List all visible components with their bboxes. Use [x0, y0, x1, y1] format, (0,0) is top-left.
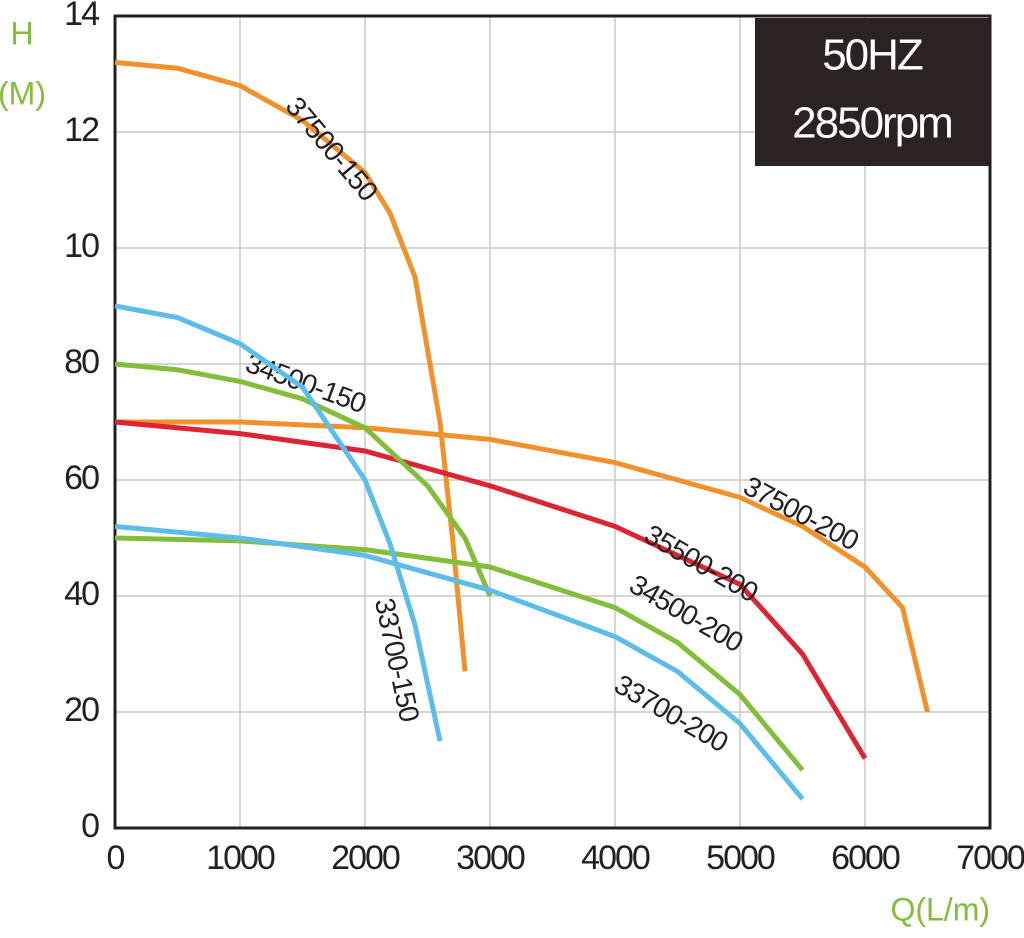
y-tick-label: 14 [64, 0, 99, 33]
y-tick-label: 60 [64, 459, 99, 497]
x-label: Q(L/m) [890, 891, 990, 927]
y-label: H [10, 15, 33, 51]
x-tick-label: 7000 [956, 839, 1024, 877]
curve [114, 361, 493, 597]
y-label: (M) [0, 75, 46, 111]
curve [114, 523, 805, 801]
x-tick-label: 3000 [456, 839, 525, 877]
x-tick-label: 5000 [706, 839, 775, 877]
x-tick-label: 6000 [831, 839, 900, 877]
curve [114, 419, 868, 760]
curve [114, 303, 443, 742]
x-tick-label: 2000 [331, 839, 400, 877]
curve [115, 419, 930, 713]
x-tick-label: 0 [107, 839, 125, 877]
y-tick-label: 12 [64, 111, 99, 149]
curve [114, 59, 468, 672]
y-tick-label: 40 [64, 575, 99, 613]
y-tick-label: 10 [64, 227, 99, 265]
info-text: 50HZ [822, 31, 923, 80]
curve-label: 33700-200 [609, 669, 733, 759]
info-box [755, 18, 989, 166]
y-tick-label: 0 [81, 807, 99, 845]
y-tick-label: 80 [64, 343, 99, 381]
x-tick-label: 1000 [206, 839, 275, 877]
y-tick-label: 20 [64, 691, 99, 729]
curve-label: 37500-200 [739, 470, 864, 556]
x-tick-label: 4000 [581, 839, 650, 877]
info-text: 2850rpm [792, 99, 952, 148]
curve-label: 33700-150 [369, 595, 425, 724]
curve-label: 37500-150 [280, 91, 384, 207]
